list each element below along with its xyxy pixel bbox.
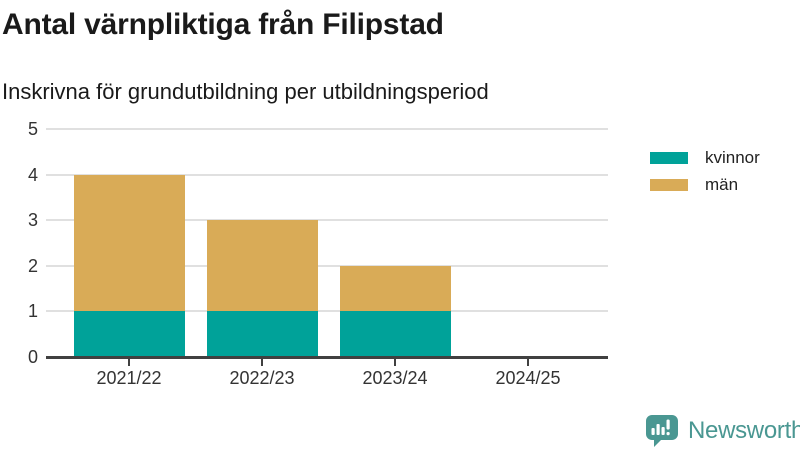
legend-swatch	[650, 151, 688, 164]
y-axis-tick-label: 5	[27, 119, 38, 139]
legend-swatch	[650, 178, 688, 191]
x-axis-tick	[261, 359, 263, 366]
newsworthy-logo-text: Newsworthy	[688, 416, 800, 444]
y-axis-tick-label: 4	[27, 164, 38, 185]
gridline	[46, 310, 608, 313]
gridline	[46, 219, 608, 222]
y-axis-tick-label: 2	[27, 255, 38, 276]
legend-label: kvinnor	[705, 148, 760, 167]
gridline	[46, 173, 608, 176]
legend-item-kvinnor: kvinnor	[650, 144, 760, 171]
x-axis-tick-label: 2024/25	[495, 368, 561, 388]
y-axis-tick-label: 3	[27, 210, 38, 231]
x-axis-tick-label: 2021/22	[96, 368, 162, 388]
x-axis-tick	[128, 359, 130, 366]
legend-item-män: män	[650, 171, 760, 198]
x-axis-tick	[527, 359, 529, 366]
chart-title: Antal värnpliktiga från Filipstad	[2, 8, 444, 41]
legend-label: män	[705, 175, 739, 194]
bar-segment-män	[73, 174, 185, 312]
x-axis-line	[46, 356, 608, 359]
gridline	[46, 264, 608, 267]
newsworthy-brand: Newsworthy	[645, 414, 800, 447]
x-axis-tick	[394, 359, 396, 366]
x-axis-tick-label: 2022/23	[229, 368, 295, 388]
bar-segment-kvinnor	[73, 311, 185, 357]
x-axis-tick-label: 2023/24	[362, 368, 428, 388]
gridline	[46, 128, 608, 130]
bar-segment-män	[339, 265, 451, 312]
y-axis-tick-label: 0	[27, 347, 38, 367]
chart-subtitle: Inskrivna för grundutbildning per utbild…	[2, 79, 489, 104]
y-axis-tick-label: 1	[27, 301, 38, 322]
chart-legend: kvinnor män	[650, 144, 760, 198]
bar-segment-kvinnor	[339, 311, 451, 357]
bar-segment-kvinnor	[206, 311, 318, 357]
newsworthy-logo-icon	[646, 415, 678, 447]
bar-segment-män	[206, 220, 318, 312]
